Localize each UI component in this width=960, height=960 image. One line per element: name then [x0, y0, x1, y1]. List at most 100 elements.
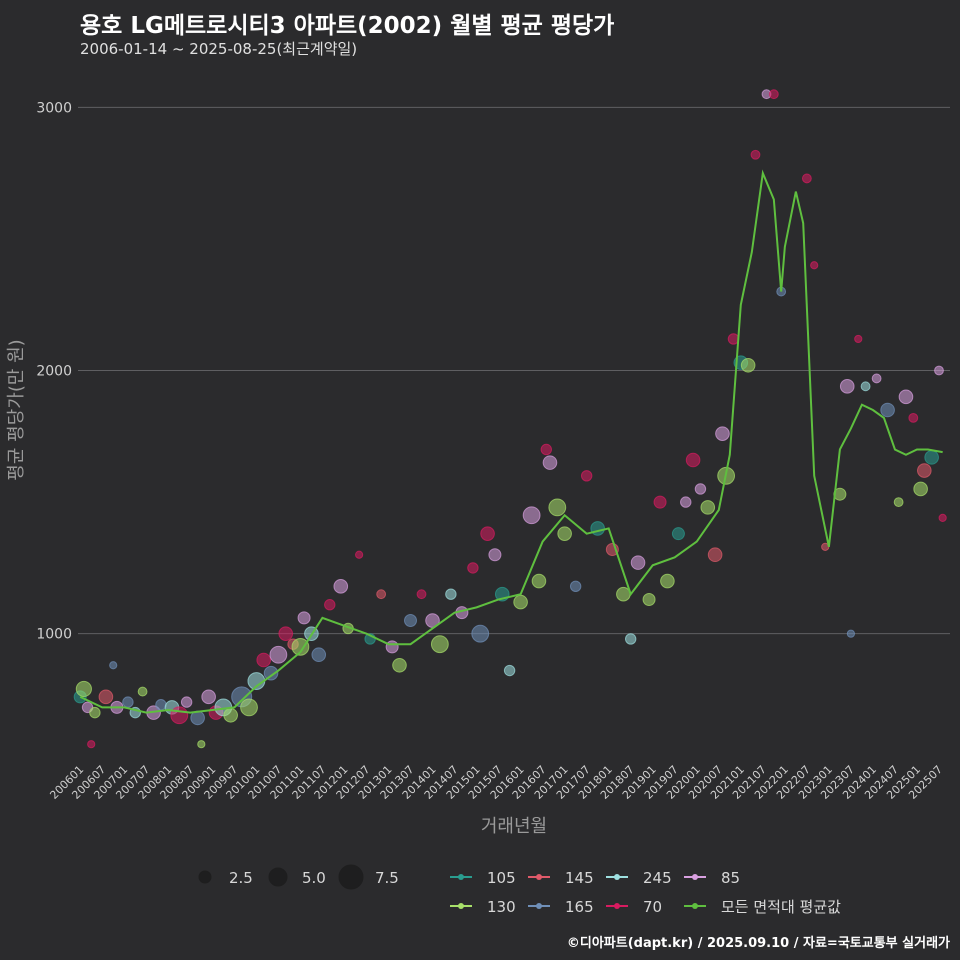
size-legend-label: 2.5	[229, 869, 253, 887]
data-point	[630, 555, 646, 570]
data-point	[297, 611, 311, 625]
data-point	[680, 496, 692, 508]
series-legend-marker	[458, 874, 464, 880]
data-point	[223, 707, 238, 723]
data-point	[291, 637, 310, 656]
data-point	[87, 740, 96, 749]
data-point	[740, 357, 756, 373]
credit-text: ©디아파트(dapt.kr) / 2025.09.10 / 자료=국토교통부 실…	[566, 936, 950, 951]
data-point	[531, 573, 547, 589]
data-point	[197, 740, 206, 749]
data-point	[625, 633, 637, 645]
data-point	[880, 402, 895, 418]
data-point	[513, 594, 528, 610]
series-legend-label: 165	[565, 898, 594, 916]
average-line	[79, 169, 943, 714]
series-legend-label: 245	[643, 869, 672, 887]
data-point	[917, 463, 932, 478]
data-point	[170, 706, 189, 725]
series-legend-label: 130	[487, 898, 516, 916]
chart-title: 용호 LG메트로시티3 아파트(2002) 월별 평균 평당가	[80, 13, 615, 39]
data-point	[715, 426, 730, 441]
series-legend-marker	[614, 903, 620, 909]
data-point	[569, 580, 582, 593]
data-point	[540, 443, 552, 456]
data-point	[269, 645, 288, 664]
data-point	[240, 698, 258, 717]
data-point	[860, 381, 871, 392]
data-point	[854, 334, 863, 344]
data-point	[89, 706, 101, 719]
series-legend-marker	[458, 903, 464, 909]
y-axis-label: 평균 평당가(만 원)	[6, 339, 27, 480]
data-point	[642, 592, 656, 606]
x-axis-label: 거래년월	[481, 816, 547, 837]
data-point	[522, 506, 541, 525]
data-point	[653, 495, 667, 509]
data-point	[256, 652, 272, 668]
data-point	[557, 526, 572, 541]
y-tick-label: 3000	[36, 100, 72, 116]
x-tick-labels: 2006012006072007012007072008012008072009…	[47, 763, 945, 802]
data-point	[201, 689, 216, 705]
series-legend-label: 70	[643, 898, 662, 916]
data-point	[671, 527, 685, 541]
data-point	[376, 589, 387, 600]
size-legend-label: 5.0	[302, 869, 326, 887]
data-point	[768, 89, 779, 100]
data-point	[503, 664, 516, 677]
data-point	[750, 149, 761, 160]
data-point	[548, 498, 567, 517]
data-point	[542, 455, 558, 470]
series-legend-label: 145	[565, 869, 594, 887]
data-point	[660, 573, 675, 589]
data-point	[700, 500, 716, 515]
size-legend: 2.5 5.0 7.5	[198, 864, 399, 890]
size-legend-marker	[338, 864, 364, 890]
data-point	[924, 450, 939, 465]
data-point	[333, 579, 349, 594]
data-point	[898, 389, 914, 405]
data-point	[355, 550, 364, 559]
series-legend-label: 모든 면적대 평균값	[721, 898, 841, 916]
grid-lines	[78, 106, 950, 635]
data-point	[263, 665, 279, 681]
size-legend-marker	[268, 867, 288, 887]
y-tick-label: 1000	[36, 627, 72, 643]
data-point	[467, 562, 479, 574]
data-point	[404, 614, 418, 628]
data-point	[913, 481, 928, 497]
chart-subtitle: 2006-01-14 ~ 2025-08-25(최근계약일)	[80, 40, 358, 58]
data-point	[98, 689, 114, 705]
series-legend-marker	[692, 903, 698, 909]
average-line-group	[79, 169, 943, 714]
data-point	[810, 261, 819, 270]
data-point	[707, 547, 723, 563]
data-point	[801, 173, 812, 184]
data-point	[75, 680, 92, 698]
data-point	[934, 365, 944, 376]
data-point	[109, 661, 118, 670]
data-point	[893, 497, 904, 508]
series-legend-marker	[614, 874, 620, 880]
data-point	[908, 412, 919, 423]
data-point	[155, 699, 167, 711]
data-point	[180, 696, 193, 708]
series-legend-label: 105	[487, 869, 516, 887]
data-point	[385, 640, 399, 654]
data-point	[480, 526, 495, 541]
series-legend-marker	[536, 874, 542, 880]
data-point	[324, 599, 336, 611]
data-point	[871, 373, 882, 384]
data-point	[137, 686, 148, 697]
y-tick-label: 2000	[36, 364, 72, 380]
data-point	[416, 589, 427, 600]
series-legend-marker	[536, 903, 542, 909]
data-point	[685, 452, 701, 468]
size-legend-label: 7.5	[375, 869, 399, 887]
data-point	[392, 657, 407, 673]
data-point	[278, 626, 294, 641]
data-point	[430, 635, 449, 654]
scatter-points	[73, 89, 947, 749]
